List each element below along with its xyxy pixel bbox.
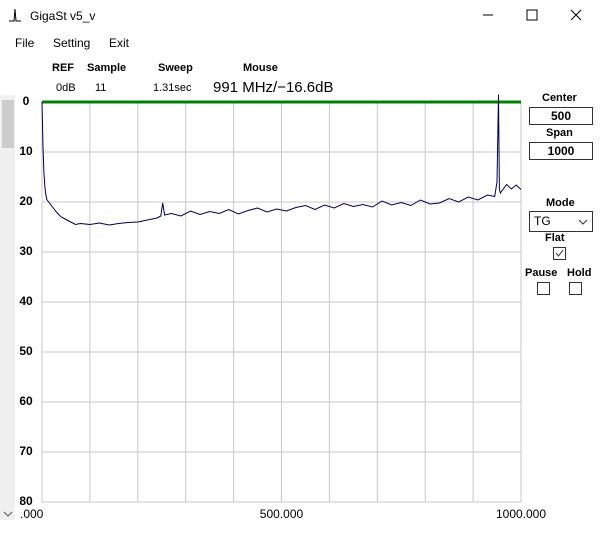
pause-label: Pause	[525, 267, 558, 279]
y-tick-label: 40	[19, 294, 33, 308]
menu-item[interactable]: File	[15, 36, 35, 50]
y-tick-label: 30	[19, 244, 33, 258]
mode-label: Mode	[546, 197, 575, 209]
flat-checkbox[interactable]	[553, 247, 566, 260]
pause-checkbox[interactable]	[537, 282, 550, 295]
scroll-thumb[interactable]	[2, 100, 14, 148]
hold-label: Hold	[567, 267, 592, 279]
status-area: REF Sample Sweep Mouse 0dB 11 1.31sec 991 MHz/−…	[0, 60, 400, 100]
check-path	[555, 249, 564, 257]
y-tick-label: 50	[19, 344, 33, 358]
y-tick-label: 70	[19, 444, 33, 458]
y-tick-label: 80	[19, 494, 33, 508]
mode-select[interactable]: TG	[529, 211, 593, 232]
y-tick-label: 60	[19, 394, 33, 408]
status-value: 991 MHz/−16.6dB	[213, 79, 334, 96]
check-mark	[555, 249, 564, 257]
center-input[interactable]: 500	[529, 107, 593, 125]
y-tick-label: 20	[19, 194, 33, 208]
menu-bar: File Setting Exit	[0, 31, 601, 55]
span-label: Span	[546, 127, 573, 139]
hold-checkbox[interactable]	[569, 282, 582, 295]
flat-label: Flat	[545, 232, 565, 244]
x-tick-label: 500.000	[260, 507, 304, 521]
status-header: Mouse	[243, 62, 278, 74]
status-value: 11	[95, 82, 107, 94]
center-label: Center	[542, 92, 577, 104]
window-buttons[interactable]	[470, 0, 601, 31]
menu-item[interactable]: Setting	[53, 36, 91, 50]
status-value: 1.31sec	[153, 82, 192, 94]
trace	[41, 94, 522, 226]
menu-item[interactable]: Exit	[109, 36, 130, 50]
mode-value: TG	[534, 214, 551, 228]
window-title: GigaSt v5_v	[30, 9, 96, 23]
y-tick-label: 10	[19, 144, 33, 158]
y-tick-label: 0	[23, 94, 30, 108]
status-header: Sweep	[158, 62, 193, 74]
dropdown-arrow	[578, 219, 588, 225]
scrollbar[interactable]	[0, 95, 15, 520]
app-icon	[9, 8, 21, 22]
scroll-down[interactable]	[3, 511, 13, 517]
status-header: REF	[52, 62, 74, 74]
span-input[interactable]: 1000	[529, 142, 593, 160]
x-tick-label: .000	[20, 507, 44, 521]
title-bar: GigaSt v5_v	[0, 0, 601, 31]
x-tick-label: 1000.000	[496, 507, 546, 521]
status-header: Sample	[87, 62, 127, 74]
status-value: 0dB	[56, 82, 76, 94]
